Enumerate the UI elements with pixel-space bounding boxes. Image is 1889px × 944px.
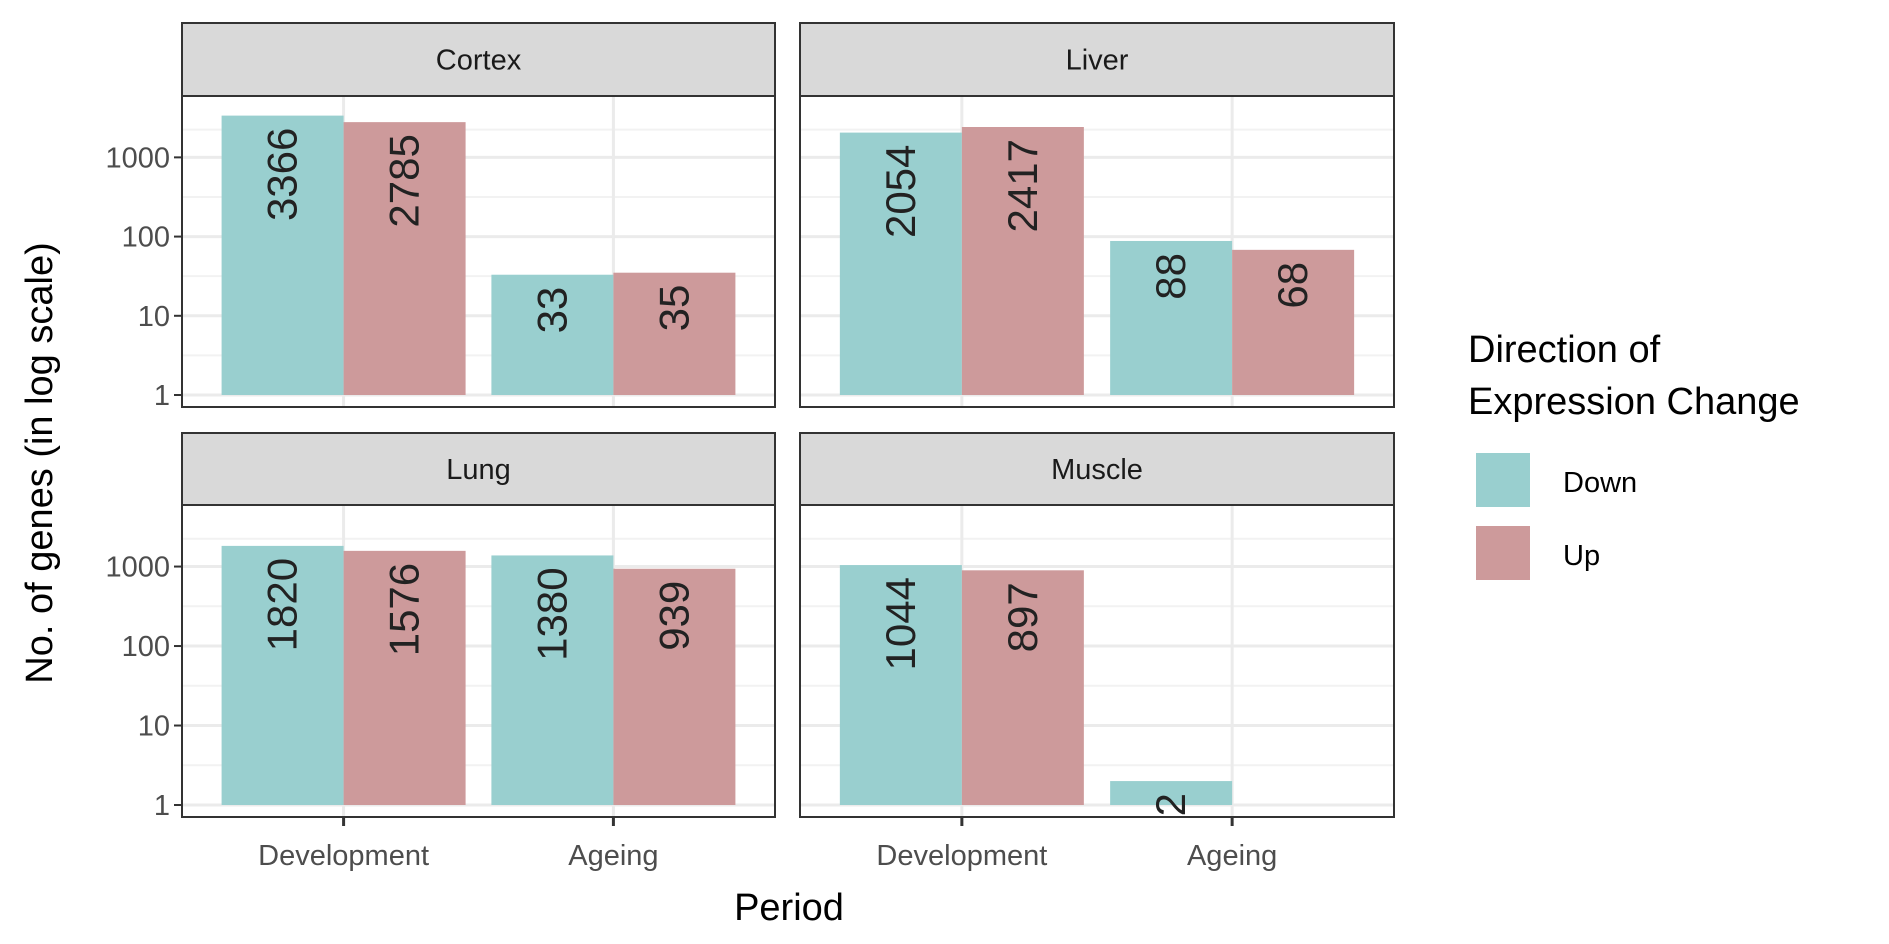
bar-down [221, 545, 344, 805]
bar-down [839, 132, 962, 396]
bar-up [613, 272, 736, 395]
legend-key-up [1476, 526, 1530, 580]
x-tick-label: Ageing [568, 840, 658, 872]
y-tick-label: 10 [138, 301, 170, 333]
legend-title-line2: Expression Change [1468, 381, 1800, 423]
y-tick-label: 1000 [105, 142, 170, 174]
legend-title-line1: Direction of [1468, 329, 1661, 371]
y-tick-label: 100 [122, 631, 170, 663]
legend-label-down: Down [1563, 467, 1637, 499]
bar-down [839, 565, 962, 805]
bar-value-label: 939 [650, 581, 697, 651]
y-tick-label: 1 [154, 790, 170, 822]
panel-border [799, 504, 1395, 818]
bar-value-label: 2054 [877, 145, 924, 238]
panel-border [181, 504, 776, 818]
bar-value-label: 897 [999, 582, 1046, 652]
y-axis-title: No. of genes (in log scale) [19, 242, 61, 683]
facet-strip [181, 22, 776, 97]
legend-key-down [1476, 453, 1530, 507]
y-tick-label: 100 [122, 222, 170, 254]
bar-up [343, 550, 466, 805]
bar-up [1232, 249, 1355, 395]
panels-layer: Cortex 3366 33 2785 35 1 10 100 1000 Liver 2054 88 2… [105, 22, 1395, 872]
panel-border [799, 95, 1395, 408]
bar-down [491, 274, 614, 395]
x-tick-label: Development [876, 840, 1047, 872]
panel-cortex: Cortex 3366 33 2785 35 1 10 100 1000 [105, 22, 776, 412]
facet-title: Muscle [1051, 454, 1143, 486]
panel-liver: Liver 2054 88 2417 68 [799, 22, 1395, 408]
bar-value-label: 1044 [877, 577, 924, 670]
bar-down [1110, 240, 1233, 395]
panel-lung: Lung 1820 1380 1576 939 1 10 100 1000 Development… [105, 432, 776, 872]
bar-value-label: 2785 [381, 134, 428, 227]
bar-value-label: 1380 [528, 567, 575, 660]
legend-label-up: Up [1563, 540, 1600, 572]
panel-border [181, 95, 776, 408]
facet-title: Cortex [436, 45, 522, 77]
bar-down [1110, 781, 1233, 805]
y-tick-label: 1000 [105, 552, 170, 584]
bar-value-label: 2417 [999, 139, 1046, 232]
bar-down [221, 115, 344, 395]
bar-down [491, 555, 614, 805]
x-tick-label: Ageing [1187, 840, 1277, 872]
panel-muscle: Muscle 1044 2 897 Development Ageing [799, 432, 1395, 872]
facet-title: Lung [446, 454, 511, 486]
bar-up [961, 570, 1084, 805]
bar-value-label: 1820 [259, 558, 306, 651]
facet-strip [799, 432, 1395, 506]
bar-value-label: 1576 [381, 563, 428, 656]
legend: Direction of Expression Change Down Up [1468, 329, 1800, 580]
bar-up [343, 122, 466, 395]
bar-value-label: 88 [1147, 253, 1194, 300]
facet-strip [181, 432, 776, 506]
bar-value-label: 2 [1147, 793, 1194, 816]
x-axis-title: Period [734, 887, 844, 929]
facet-title: Liver [1066, 45, 1129, 77]
y-tick-label: 10 [138, 711, 170, 743]
x-tick-label: Development [258, 840, 429, 872]
y-tick-label: 1 [154, 380, 170, 412]
bar-value-label: 3366 [259, 128, 306, 221]
bar-value-label: 33 [528, 287, 575, 334]
bar-up [961, 127, 1084, 395]
bar-value-label: 35 [650, 285, 697, 332]
bar-up [613, 568, 736, 805]
bar-value-label: 68 [1269, 262, 1316, 309]
